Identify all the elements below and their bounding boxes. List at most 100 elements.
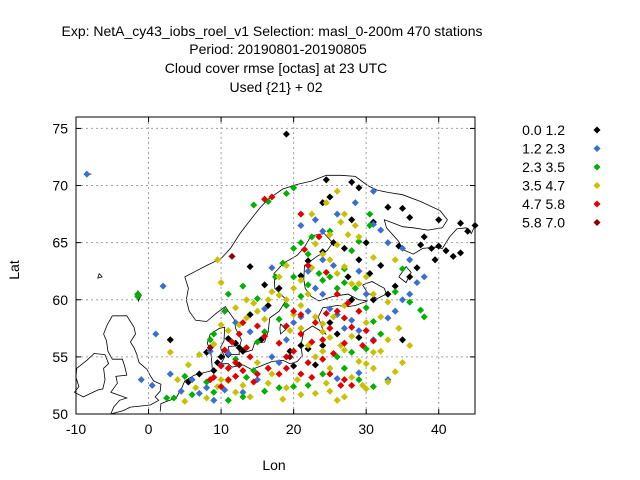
data-point (279, 395, 287, 403)
data-point (319, 355, 327, 363)
data-point (304, 341, 312, 350)
data-point (304, 281, 312, 289)
data-point (217, 321, 225, 329)
data-point (235, 361, 243, 369)
data-point (340, 364, 348, 372)
data-point (253, 359, 261, 367)
data-point (311, 389, 319, 397)
data-point (232, 372, 240, 380)
data-point (333, 353, 341, 361)
data-point (326, 231, 334, 239)
data-point (304, 267, 312, 275)
y-axis-label: Lat (6, 260, 22, 280)
data-point (369, 337, 377, 345)
data-point (340, 393, 348, 401)
data-point (250, 367, 258, 375)
data-point (224, 376, 232, 384)
data-point (413, 264, 421, 272)
data-point (333, 307, 341, 315)
data-point (221, 346, 229, 354)
data-point (213, 383, 222, 391)
data-point (275, 284, 283, 292)
data-point (406, 256, 414, 264)
data-point (319, 290, 327, 298)
data-point (206, 336, 214, 344)
data-point (308, 233, 316, 241)
data-point (333, 269, 341, 278)
data-point (384, 290, 392, 298)
data-point (427, 244, 436, 252)
data-point (210, 367, 218, 375)
data-point (297, 330, 305, 338)
data-point (297, 301, 305, 310)
data-point (217, 362, 225, 370)
data-point (362, 273, 370, 281)
data-point (435, 216, 443, 224)
data-point (261, 332, 269, 340)
data-point (431, 256, 439, 264)
x-tick-label: 20 (286, 421, 302, 437)
data-point (264, 364, 272, 372)
data-point (174, 376, 182, 384)
x-axis-label: Lon (262, 457, 285, 473)
data-point (377, 313, 385, 321)
data-point (377, 330, 385, 338)
data-point (395, 324, 403, 332)
data-point (319, 328, 327, 336)
data-point (275, 384, 283, 392)
y-tick-label: 65 (52, 235, 68, 251)
data-point (355, 376, 363, 384)
y-tick-label: 60 (52, 292, 68, 308)
data-point (308, 338, 316, 346)
data-point (355, 280, 363, 288)
x-tick-label: 10 (213, 421, 229, 437)
data-point (282, 364, 290, 372)
data-point (420, 313, 428, 321)
data-point (181, 397, 189, 405)
data-point (290, 307, 298, 315)
data-point (348, 348, 356, 356)
data-point (213, 256, 222, 264)
data-point (235, 344, 243, 352)
data-point (253, 295, 261, 303)
data-point (282, 189, 290, 198)
legend-label: 0.0 1.2 (522, 122, 565, 138)
data-point (242, 314, 251, 322)
plot-frame (75, 116, 476, 415)
data-point (351, 199, 359, 207)
data-point (340, 279, 348, 287)
data-point (297, 221, 305, 230)
data-points (83, 130, 479, 405)
data-point (250, 201, 258, 209)
data-point (253, 322, 261, 330)
data-point (377, 226, 385, 234)
data-point (369, 364, 377, 372)
data-point (362, 360, 370, 368)
data-point (355, 184, 363, 192)
data-point (166, 370, 174, 378)
data-point (362, 327, 370, 335)
data-point (188, 391, 196, 399)
data-point (340, 210, 348, 218)
coastline-path (159, 233, 368, 412)
data-point (391, 368, 399, 376)
x-axis-ticks: -10 0 10 20 30 40 (66, 117, 447, 437)
data-point (271, 273, 280, 281)
data-point (333, 290, 341, 298)
data-point (398, 359, 407, 367)
data-point (333, 284, 341, 292)
data-point (315, 269, 323, 278)
data-point (377, 347, 385, 355)
data-point (304, 250, 312, 258)
data-point (290, 184, 298, 192)
data-point (369, 317, 377, 326)
title-line-2: Period: 20190801-20190805 (189, 41, 367, 57)
data-point (181, 372, 189, 380)
data-point (326, 273, 334, 281)
data-point (355, 267, 363, 275)
data-point (355, 333, 363, 342)
data-point (275, 339, 283, 347)
data-point (224, 349, 232, 358)
legend-marker (593, 200, 601, 208)
data-point (326, 364, 334, 372)
